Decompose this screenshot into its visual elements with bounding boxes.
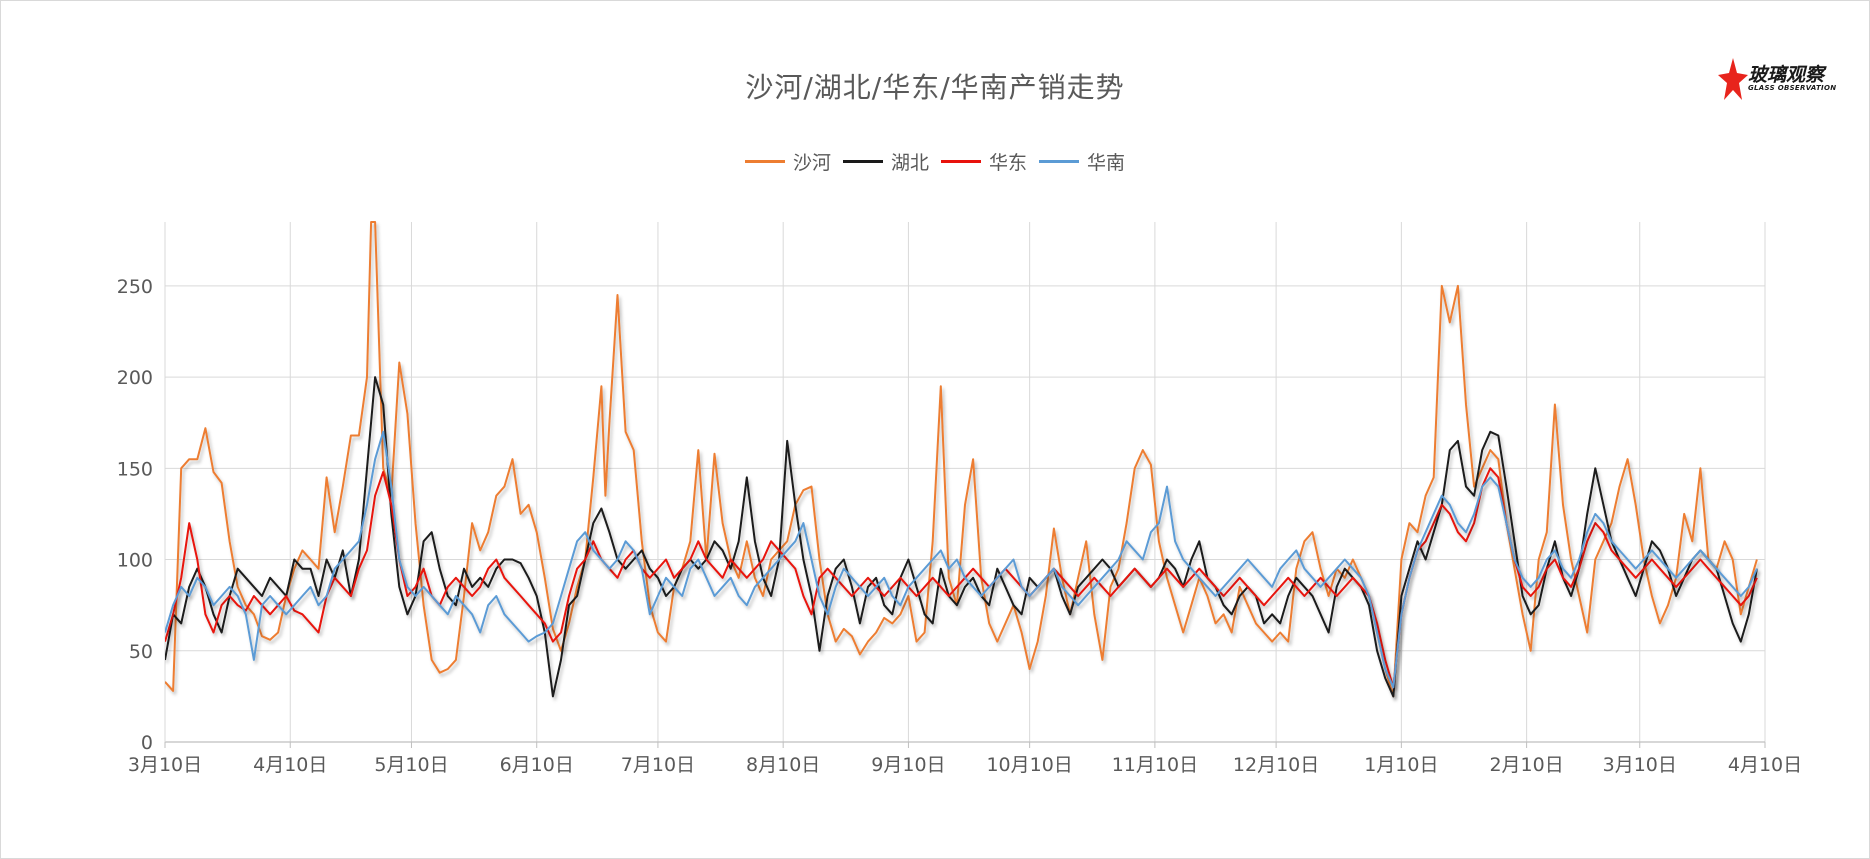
- legend-swatch: [744, 160, 785, 163]
- y-tick-label: 150: [117, 458, 153, 480]
- y-tick-label: 0: [141, 732, 153, 754]
- x-tick-label: 3月10日: [1603, 754, 1677, 776]
- legend-swatch: [941, 160, 981, 163]
- x-tick-label: 10月10日: [986, 754, 1072, 776]
- x-tick-label: 3月10日: [128, 754, 202, 776]
- logo-text: 玻璃观察: [1748, 64, 1825, 86]
- series-line-0: [165, 221, 1758, 698]
- x-tick-label: 2月10日: [1489, 754, 1563, 776]
- series-line-3: [165, 430, 1758, 689]
- y-tick-label: 200: [117, 367, 153, 389]
- legend-label: 沙河: [792, 152, 831, 174]
- legend-label: 华南: [1087, 152, 1126, 174]
- legend-item-2[interactable]: 华东: [941, 148, 1027, 175]
- x-tick-label: 1月10日: [1364, 754, 1438, 776]
- legend-swatch: [842, 160, 883, 163]
- legend-label: 华东: [989, 152, 1028, 174]
- legend-item-1[interactable]: 湖北: [842, 148, 929, 175]
- series-line-1: [165, 376, 1758, 698]
- logo-subtext: GLASS OBSERVATION: [1748, 84, 1837, 92]
- legend-swatch: [1039, 160, 1080, 163]
- y-tick-label: 100: [117, 550, 153, 572]
- x-tick-label: 6月10日: [500, 754, 574, 776]
- x-tick-label: 9月10日: [871, 754, 945, 776]
- x-tick-label: 8月10日: [746, 754, 820, 776]
- legend-item-0[interactable]: 沙河: [744, 148, 831, 175]
- legend-item-3[interactable]: 华南: [1039, 148, 1125, 175]
- series-line-2: [165, 467, 1758, 689]
- chart-title: 沙河/湖北/华东/华南产销走势: [745, 71, 1125, 104]
- x-tick-label: 11月10日: [1112, 754, 1198, 776]
- x-tick-label: 12月10日: [1233, 754, 1319, 776]
- y-tick-label: 50: [129, 641, 153, 663]
- brand-logo: 玻璃观察 GLASS OBSERVATION: [1718, 56, 1838, 108]
- x-tick-label: 7月10日: [621, 754, 695, 776]
- x-tick-label: 4月10日: [1728, 754, 1802, 776]
- chart-legend: 沙河 湖北 华东 华南: [0, 146, 1870, 175]
- legend-label: 湖北: [890, 152, 929, 174]
- star-icon: [1718, 58, 1748, 100]
- x-tick-label: 5月10日: [374, 754, 448, 776]
- y-tick-label: 250: [117, 276, 153, 298]
- x-tick-label: 4月10日: [253, 754, 327, 776]
